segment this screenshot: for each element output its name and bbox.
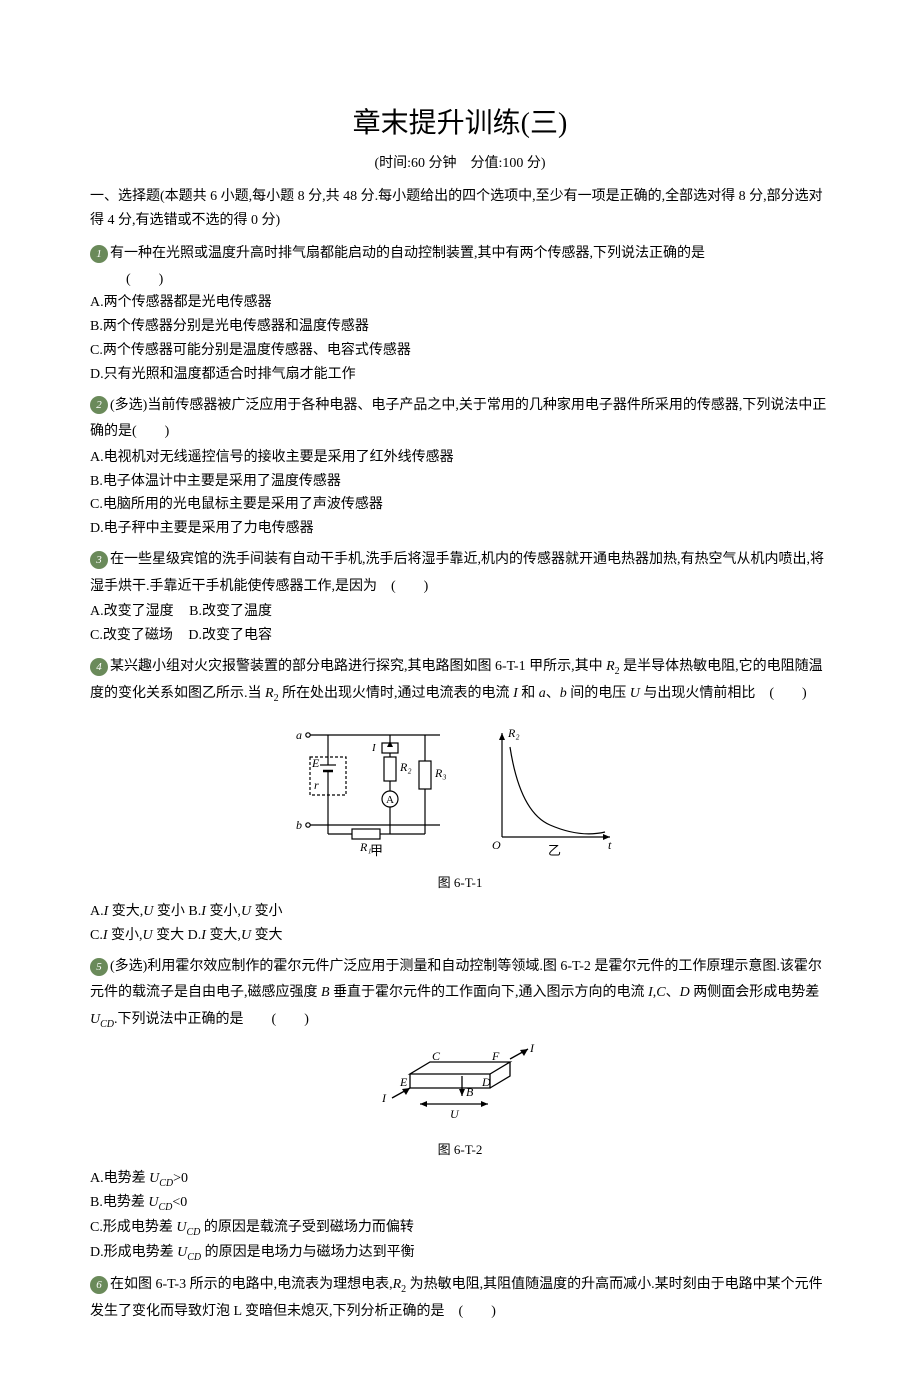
question-3: 3在一些星级宾馆的洗手间装有自动干手机,洗手后将湿手靠近,机内的传感器就开通电热… xyxy=(90,547,830,648)
option-a: A.电势差 UCD>0 xyxy=(90,1167,830,1192)
option-b: B.电子体温计中主要是采用了温度传感器 xyxy=(90,470,830,494)
option-a: A.电视机对无线遥控信号的接收主要是采用了红外线传感器 xyxy=(90,446,830,470)
option-c: C.电脑所用的光电鼠标主要是采用了声波传感器 xyxy=(90,493,830,517)
figure-6-t-2: C F I D E B U I 图 6-T-2 xyxy=(90,1044,830,1161)
option-a: A.两个传感器都是光电传感器 xyxy=(90,291,830,315)
question-marker: 3 xyxy=(90,551,108,569)
question-4: 4某兴趣小组对火灾报警装置的部分电路进行探究,其电路图如图 6-T-1 甲所示,… xyxy=(90,654,830,948)
option-d: D.只有光照和温度都适合时排气扇才能工作 xyxy=(90,363,830,387)
option-d: D.电子秤中主要是采用了力电传感器 xyxy=(90,517,830,541)
answer-blank: ( ) xyxy=(391,579,428,594)
svg-text:r: r xyxy=(314,778,319,792)
svg-text:D: D xyxy=(481,1075,491,1089)
svg-text:C: C xyxy=(432,1049,441,1063)
page-title: 章末提升训练(三) xyxy=(90,100,830,148)
svg-text:U: U xyxy=(450,1107,460,1121)
question-2: 2(多选)当前传感器被广泛应用于各种电器、电子产品之中,关于常用的几种家用电子器… xyxy=(90,393,830,541)
svg-text:O: O xyxy=(492,838,501,852)
option-c: C.两个传感器可能分别是温度传感器、电容式传感器 xyxy=(90,339,830,363)
svg-text:t: t xyxy=(608,838,612,852)
svg-text:b: b xyxy=(296,818,302,832)
svg-text:E: E xyxy=(311,756,320,770)
svg-text:R₃: R₃ xyxy=(434,766,447,780)
option-b: B.电势差 UCD<0 xyxy=(90,1191,830,1216)
svg-text:R₂: R₂ xyxy=(507,726,520,740)
svg-text:I: I xyxy=(529,1044,535,1055)
option-a: A.改变了湿度 xyxy=(90,600,174,624)
option-a: A.I 变大,U 变小 xyxy=(90,904,185,919)
svg-text:B: B xyxy=(466,1085,474,1099)
option-b: B.I 变小,U 变小 xyxy=(188,904,282,919)
svg-text:E: E xyxy=(399,1075,408,1089)
question-5: 5(多选)利用霍尔效应制作的霍尔元件广泛应用于测量和自动控制等领域.图 6-T-… xyxy=(90,954,830,1266)
question-stem: 有一种在光照或温度升高时排气扇都能启动的自动控制装置,其中有两个传感器,下列说法… xyxy=(110,246,705,261)
question-stem: 某兴趣小组对火灾报警装置的部分电路进行探究,其电路图如图 6-T-1 甲所示,其… xyxy=(90,659,823,701)
answer-blank: ( ) xyxy=(459,1304,496,1319)
question-stem: 在一些星级宾馆的洗手间装有自动干手机,洗手后将湿手靠近,机内的传感器就开通电热器… xyxy=(90,552,824,594)
question-marker: 1 xyxy=(90,245,108,263)
question-1: 1有一种在光照或温度升高时排气扇都能启动的自动控制装置,其中有两个传感器,下列说… xyxy=(90,241,830,387)
figure-caption: 图 6-T-1 xyxy=(90,872,830,894)
question-marker: 2 xyxy=(90,396,108,414)
answer-blank: ( ) xyxy=(272,1012,309,1027)
figure-6-t-1: a b E r I xyxy=(90,717,830,894)
question-stem: (多选)当前传感器被广泛应用于各种电器、电子产品之中,关于常用的几种家用电子器件… xyxy=(90,398,826,440)
figure-caption: 图 6-T-2 xyxy=(90,1139,830,1161)
question-stem: (多选)利用霍尔效应制作的霍尔元件广泛应用于测量和自动控制等领域.图 6-T-2… xyxy=(90,959,822,1027)
svg-text:F: F xyxy=(491,1049,500,1063)
question-6: 6在如图 6-T-3 所示的电路中,电流表为理想电表,R2 为热敏电阻,其阻值随… xyxy=(90,1272,830,1325)
option-b: B.改变了温度 xyxy=(189,600,272,624)
question-stem: 在如图 6-T-3 所示的电路中,电流表为理想电表,R2 为热敏电阻,其阻值随温… xyxy=(90,1277,823,1319)
svg-text:I: I xyxy=(381,1091,387,1105)
page-subtitle: (时间:60 分钟 分值:100 分) xyxy=(90,152,830,176)
option-b: B.两个传感器分别是光电传感器和温度传感器 xyxy=(90,315,830,339)
question-marker: 6 xyxy=(90,1276,108,1294)
answer-blank: ( ) xyxy=(126,272,163,287)
option-d: D.改变了电容 xyxy=(188,624,272,648)
question-marker: 4 xyxy=(90,658,108,676)
option-c: C.形成电势差 UCD 的原因是载流子受到磁场力而偏转 xyxy=(90,1216,830,1241)
option-c: C.改变了磁场 xyxy=(90,624,173,648)
svg-text:A: A xyxy=(386,794,394,806)
option-d: D.I 变大,U 变大 xyxy=(188,928,283,943)
question-marker: 5 xyxy=(90,958,108,976)
svg-text:a: a xyxy=(296,728,302,742)
answer-blank: ( ) xyxy=(132,424,169,439)
svg-text:R₂: R₂ xyxy=(399,760,412,774)
section-intro: 一、选择题(本题共 6 小题,每小题 8 分,共 48 分.每小题给出的四个选项… xyxy=(90,185,830,233)
svg-text:I: I xyxy=(371,742,377,754)
option-c: C.I 变小,U 变大 xyxy=(90,928,184,943)
answer-blank: ( ) xyxy=(769,686,806,701)
svg-text:甲: 甲 xyxy=(370,843,383,857)
option-d: D.形成电势差 UCD 的原因是电场力与磁场力达到平衡 xyxy=(90,1241,830,1266)
svg-text:乙: 乙 xyxy=(548,843,561,857)
